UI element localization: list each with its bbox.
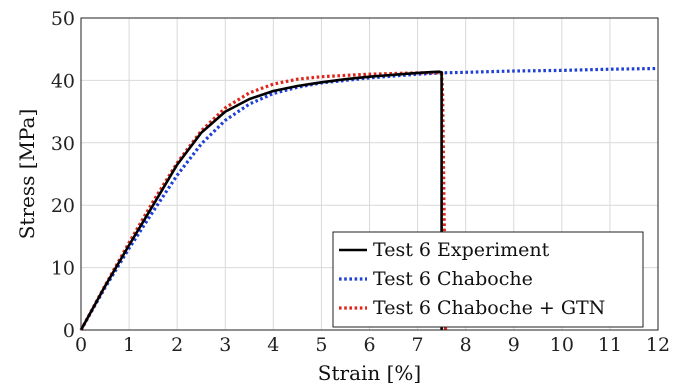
- y-tick-label: 10: [51, 258, 75, 280]
- y-tick-label: 40: [51, 70, 75, 92]
- series-layer: [79, 66, 659, 331]
- legend-entry-label: Test 6 Chaboche + GTN: [373, 297, 605, 319]
- x-tick-label: 6: [363, 334, 375, 356]
- x-tick-label: 12: [646, 334, 670, 356]
- legend-entry-label: Test 6 Chaboche: [373, 268, 533, 290]
- x-tick-label: 1: [123, 334, 135, 356]
- series-line: [79, 66, 659, 331]
- x-tick-label: 7: [412, 334, 424, 356]
- y-tick-label: 0: [63, 320, 75, 342]
- legend-entry-label: Test 6 Experiment: [373, 239, 550, 261]
- x-tick-label: 3: [219, 334, 231, 356]
- x-tick-label: 10: [550, 334, 574, 356]
- legend: Test 6 Experiment Test 6 Chaboche Test 6 C…: [332, 231, 644, 328]
- legend-box: [332, 231, 644, 328]
- x-tick-label: 9: [508, 334, 520, 356]
- y-tick-label: 30: [51, 133, 75, 155]
- x-tick-label: 8: [460, 334, 472, 356]
- y-axis-label: Stress [MPa]: [15, 109, 39, 240]
- x-axis-label: Strain [%]: [318, 361, 421, 385]
- x-tick-label: 2: [171, 334, 183, 356]
- series-line: [79, 70, 443, 331]
- plot-frame: [80, 17, 659, 331]
- x-tick-label: 0: [75, 334, 87, 356]
- x-tick-label: 4: [267, 334, 279, 356]
- y-tick-label: 50: [51, 8, 75, 30]
- y-tick-label: 20: [51, 195, 75, 217]
- x-tick-label: 5: [315, 334, 327, 356]
- x-tick-label: 11: [598, 334, 622, 356]
